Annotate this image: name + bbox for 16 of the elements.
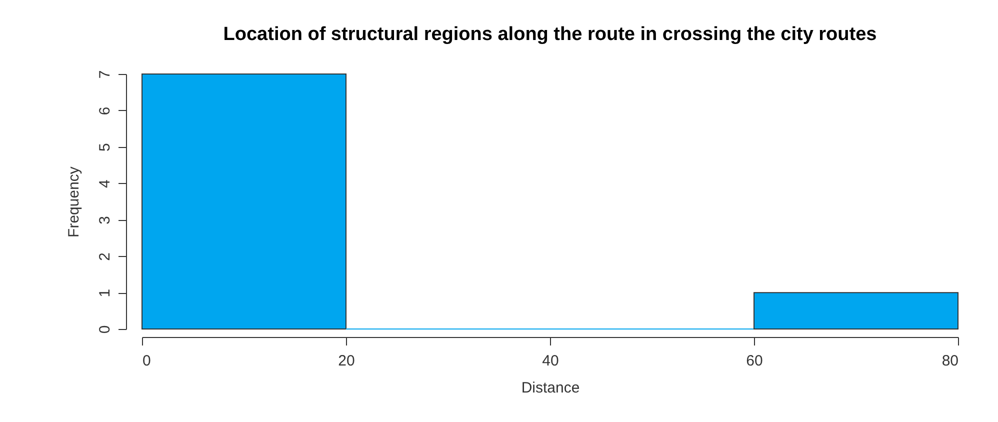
- y-tick-label: 7: [96, 70, 114, 79]
- y-tick-label: 2: [96, 252, 114, 261]
- x-axis-title: Distance: [521, 380, 580, 396]
- y-axis-title: Frequency: [66, 166, 82, 238]
- y-tick-label: 3: [96, 216, 114, 224]
- y-tick-label: 4: [96, 180, 114, 188]
- x-tick-label: 40: [542, 352, 559, 370]
- y-tick-label: 1: [96, 288, 114, 298]
- y-tick-label: 5: [96, 143, 114, 152]
- x-tick-label: 0: [142, 352, 151, 370]
- chart-title: Location of structural regions along the route in crossing the city routes: [223, 24, 877, 45]
- x-tick-label: 80: [942, 352, 958, 370]
- x-tick-label: 20: [338, 352, 355, 370]
- y-tick-label: 0: [96, 325, 114, 334]
- y-tick-label: 6: [96, 106, 114, 116]
- x-tick-label: 60: [746, 352, 763, 370]
